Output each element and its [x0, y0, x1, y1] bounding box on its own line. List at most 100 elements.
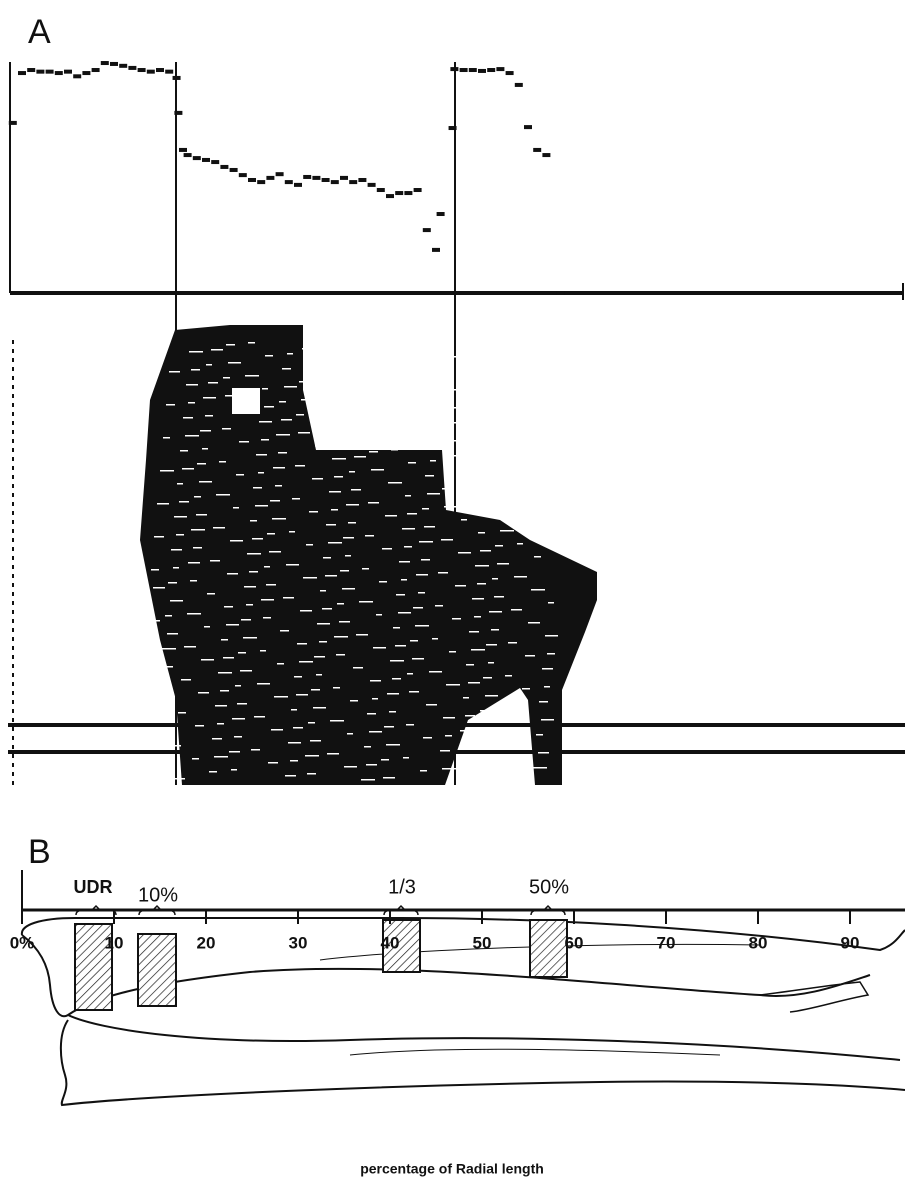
raster-gap [380, 370, 390, 372]
x-tick-label: 0% [10, 933, 35, 952]
raster-gap [297, 643, 307, 645]
raster-gap [373, 647, 386, 649]
raster-gap [448, 422, 462, 424]
raster-gap [248, 342, 255, 344]
annotation: 50% [529, 876, 569, 898]
raster-gap [477, 583, 486, 585]
raster-gap [407, 673, 413, 675]
raster-gap [233, 507, 239, 509]
raster-dot [12, 376, 14, 380]
raster-gap [410, 640, 418, 642]
data-point [496, 67, 505, 72]
raster-gap [375, 385, 388, 387]
raster-gap [482, 728, 493, 730]
annotation: 10% [138, 884, 178, 906]
raster-gap [461, 519, 467, 521]
raster-gap [399, 561, 410, 563]
raster-dot [12, 574, 14, 578]
raster-gap [484, 466, 495, 468]
raster-gap [194, 496, 201, 498]
raster-gap [480, 550, 491, 552]
raster-gap [342, 588, 355, 590]
raster-gap [442, 488, 452, 490]
data-point [312, 175, 321, 180]
raster-gap [541, 719, 554, 721]
raster-gap [382, 548, 392, 550]
raster-gap [228, 362, 241, 364]
raster-gap [226, 624, 239, 626]
panel-label: A [28, 13, 51, 51]
data-point [45, 69, 54, 74]
raster-gap [234, 736, 242, 738]
raster-gap [359, 601, 373, 603]
raster-gap [507, 413, 514, 415]
raster-gap [429, 671, 442, 673]
raster-gap [160, 470, 174, 472]
raster-gap [372, 698, 378, 700]
data-point [284, 180, 293, 185]
annotation: 1/3 [388, 876, 416, 898]
raster-gap [419, 541, 433, 543]
raster-gap [176, 534, 184, 536]
raster-gap [201, 659, 214, 661]
raster-gap [542, 668, 553, 670]
raster-gap [515, 365, 521, 367]
raster-dot [12, 691, 14, 695]
raster-gap [523, 477, 533, 479]
raster-gap [155, 765, 167, 767]
raster-gap [316, 674, 322, 676]
raster-gap [280, 630, 289, 632]
raster-gap [151, 569, 159, 571]
raster-gap [486, 644, 497, 646]
raster-gap [252, 538, 263, 540]
raster-gap [413, 607, 423, 609]
data-point [172, 75, 181, 80]
raster-gap [198, 692, 209, 694]
raster-gap [154, 536, 164, 538]
raster-gap [334, 636, 348, 638]
data-point [36, 69, 45, 74]
raster-gap [377, 403, 385, 405]
raster-dot [12, 601, 14, 605]
x-tick-label: 10 [105, 933, 124, 952]
raster-gap [516, 754, 529, 756]
raster-gap [351, 489, 361, 491]
raster-gap [334, 476, 343, 478]
raster-gap [191, 529, 205, 531]
raster-gap [529, 411, 543, 413]
raster-gap [476, 354, 483, 356]
raster-gap [340, 570, 349, 572]
raster-gap [211, 349, 223, 351]
raster-gap [247, 553, 261, 555]
data-point [432, 247, 440, 252]
raster-gap [288, 742, 301, 744]
raster-dot [12, 430, 14, 434]
raster-gap [266, 584, 276, 586]
raster-gap [511, 609, 522, 611]
raster-gap [356, 634, 368, 636]
raster-gap [518, 492, 531, 494]
raster-gap [299, 381, 309, 383]
raster-gap [326, 524, 336, 526]
raster-gap [264, 566, 270, 568]
raster-gap [190, 580, 197, 582]
raster-gap [186, 384, 198, 386]
raster-gap [420, 770, 427, 772]
data-point [137, 68, 146, 73]
raster-gap [463, 697, 469, 699]
raster-dot [12, 421, 14, 425]
raster-gap [388, 482, 402, 484]
raster-gap [207, 593, 215, 595]
raster-gap [547, 653, 555, 655]
raster-gap [250, 520, 257, 522]
raster-dot [12, 493, 14, 497]
raster-gap [227, 573, 238, 575]
raster-gap [218, 672, 232, 674]
raster-gap [308, 722, 315, 724]
raster-dot [12, 673, 14, 677]
raster-dot [12, 412, 14, 416]
raster-gap [478, 532, 485, 534]
data-point [257, 180, 266, 185]
raster-gap [468, 682, 480, 684]
